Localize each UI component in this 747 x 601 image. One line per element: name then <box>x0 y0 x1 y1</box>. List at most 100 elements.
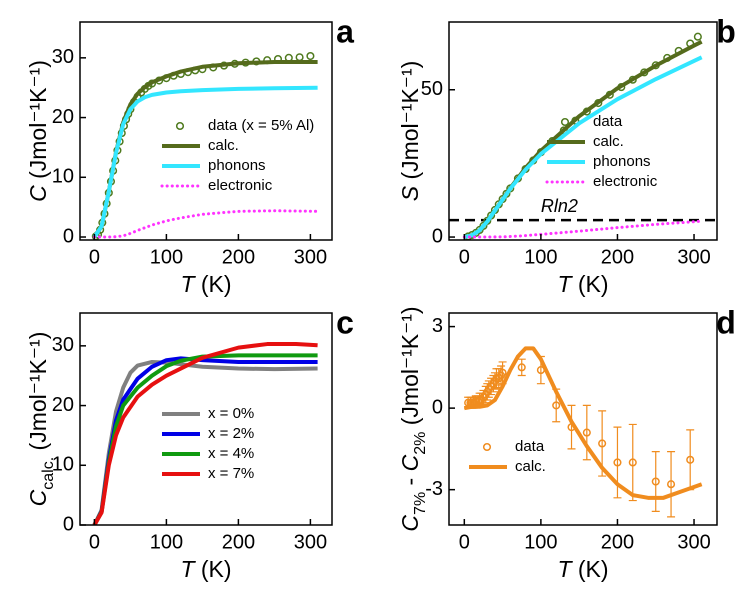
plot-frame <box>448 312 718 526</box>
label-part: (K) <box>195 556 232 582</box>
legend-label: x = 4% <box>208 445 254 462</box>
label-part: 7% <box>412 492 429 515</box>
y-axis-label: S (Jmol⁻¹K⁻¹) <box>397 61 423 202</box>
legend-label: calc. <box>208 137 239 154</box>
label-part: C <box>397 454 423 471</box>
panel: 0 100 200 300 0 50 T (K) S (Jmol⁻¹K⁻¹) b Rln2 data… <box>397 13 736 297</box>
x-axis-label: T (K) <box>180 271 231 297</box>
plot-area <box>463 346 703 518</box>
label-part: (K) <box>572 271 609 297</box>
label-part: (Jmol⁻¹K⁻¹) <box>397 306 423 431</box>
label-part: (K) <box>195 271 232 297</box>
label-part: 2% <box>412 432 429 455</box>
x-tick-label: 300 <box>294 246 327 268</box>
error-bar <box>582 404 591 461</box>
y-tick-label: 0 <box>63 225 74 247</box>
data-point <box>686 455 695 464</box>
x-tick-label: 0 <box>459 246 470 268</box>
x-axis-label: T (K) <box>557 271 608 297</box>
data-point <box>667 480 676 489</box>
y-tick-label: 30 <box>52 334 74 356</box>
data-point <box>306 51 315 61</box>
plot-area <box>92 342 318 525</box>
plot-area <box>91 51 320 240</box>
legend-label: data <box>593 113 623 130</box>
legend-label: data <box>515 438 545 455</box>
legend: data calc. <box>469 438 546 475</box>
series-line <box>92 359 318 525</box>
legend-label: electronic <box>208 177 273 194</box>
x-tick-label: 200 <box>222 531 255 553</box>
label-part: T <box>180 271 196 297</box>
label-part: C <box>397 515 423 532</box>
label-part: T <box>557 556 573 582</box>
x-tick-label: 0 <box>89 531 100 553</box>
legend-label: x = 0% <box>208 405 254 422</box>
x-tick-label: 100 <box>150 531 183 553</box>
label-part: (Jmol⁻¹K⁻¹) <box>25 60 51 185</box>
legend: data (x = 5% Al) calc. phonons electronic <box>160 117 314 194</box>
label-part: (Jmol⁻¹K⁻¹) <box>397 61 423 186</box>
legend: data calc. phonons electronic <box>545 113 658 190</box>
label-part: calc. <box>40 457 57 490</box>
legend: x = 0% x = 2% x = 4% x = 7% <box>162 405 254 482</box>
legend-label: phonons <box>208 157 266 174</box>
series-line <box>92 356 318 525</box>
panel-label: c <box>336 304 354 340</box>
plot-area <box>449 32 717 240</box>
y-axis-label: C (Jmol⁻¹K⁻¹) <box>25 60 51 202</box>
x-tick-label: 200 <box>601 246 634 268</box>
label-part: (Jmol⁻¹K⁻¹) <box>25 332 51 457</box>
data-point <box>598 439 607 448</box>
y-tick-label: 20 <box>52 106 74 128</box>
label-part: (K) <box>572 556 609 582</box>
error-bar <box>517 358 526 377</box>
y-axis-label: Ccalc. (Jmol⁻¹K⁻¹) <box>25 332 57 507</box>
y-tick-label: 20 <box>52 394 74 416</box>
panel-label: d <box>716 304 736 340</box>
data-point <box>651 477 660 486</box>
legend-label: electronic <box>593 173 658 190</box>
data-point <box>693 32 702 41</box>
label-part: T <box>180 556 196 582</box>
y-tick-label: 3 <box>432 315 443 337</box>
x-axis-label: T (K) <box>557 556 608 582</box>
y-tick-label: 0 <box>432 396 443 418</box>
label-part: - <box>397 471 423 491</box>
y-tick-label: -3 <box>425 478 443 500</box>
plot-frame <box>448 21 718 241</box>
legend-marker <box>482 442 492 452</box>
y-tick-label: 50 <box>421 78 443 100</box>
data-point <box>628 458 637 467</box>
x-tick-label: 100 <box>524 531 557 553</box>
data-point <box>517 363 526 372</box>
label-part: C <box>25 489 51 506</box>
x-tick-label: 100 <box>524 246 557 268</box>
y-tick-label: 0 <box>432 225 443 247</box>
error-bar <box>628 423 637 502</box>
series-line <box>92 342 318 525</box>
x-tick-label: 100 <box>150 246 183 268</box>
y-tick-label: 10 <box>52 454 74 476</box>
series-line <box>462 219 704 239</box>
legend-label: phonons <box>593 153 651 170</box>
data-point <box>582 428 591 437</box>
series-line <box>92 209 320 239</box>
y-axis-label: C7% - C2% (Jmol⁻¹K⁻¹) <box>397 306 429 531</box>
plot-frame <box>79 312 333 526</box>
error-bar <box>651 451 660 513</box>
x-tick-label: 0 <box>89 246 100 268</box>
data-point <box>613 458 622 467</box>
legend-label: calc. <box>515 458 546 475</box>
x-tick-label: 0 <box>459 531 470 553</box>
data-point <box>498 368 507 377</box>
x-tick-label: 200 <box>601 531 634 553</box>
series-line <box>92 85 318 239</box>
x-axis-label: T (K) <box>180 556 231 582</box>
error-bar <box>567 404 576 450</box>
panel-label: a <box>336 13 354 49</box>
panel: 0 100 200 300 0 10 20 30 T (K) C (Jmol⁻¹K⁻¹) a data… <box>25 13 354 297</box>
error-bar <box>667 451 676 518</box>
legend-label: x = 2% <box>208 425 254 442</box>
